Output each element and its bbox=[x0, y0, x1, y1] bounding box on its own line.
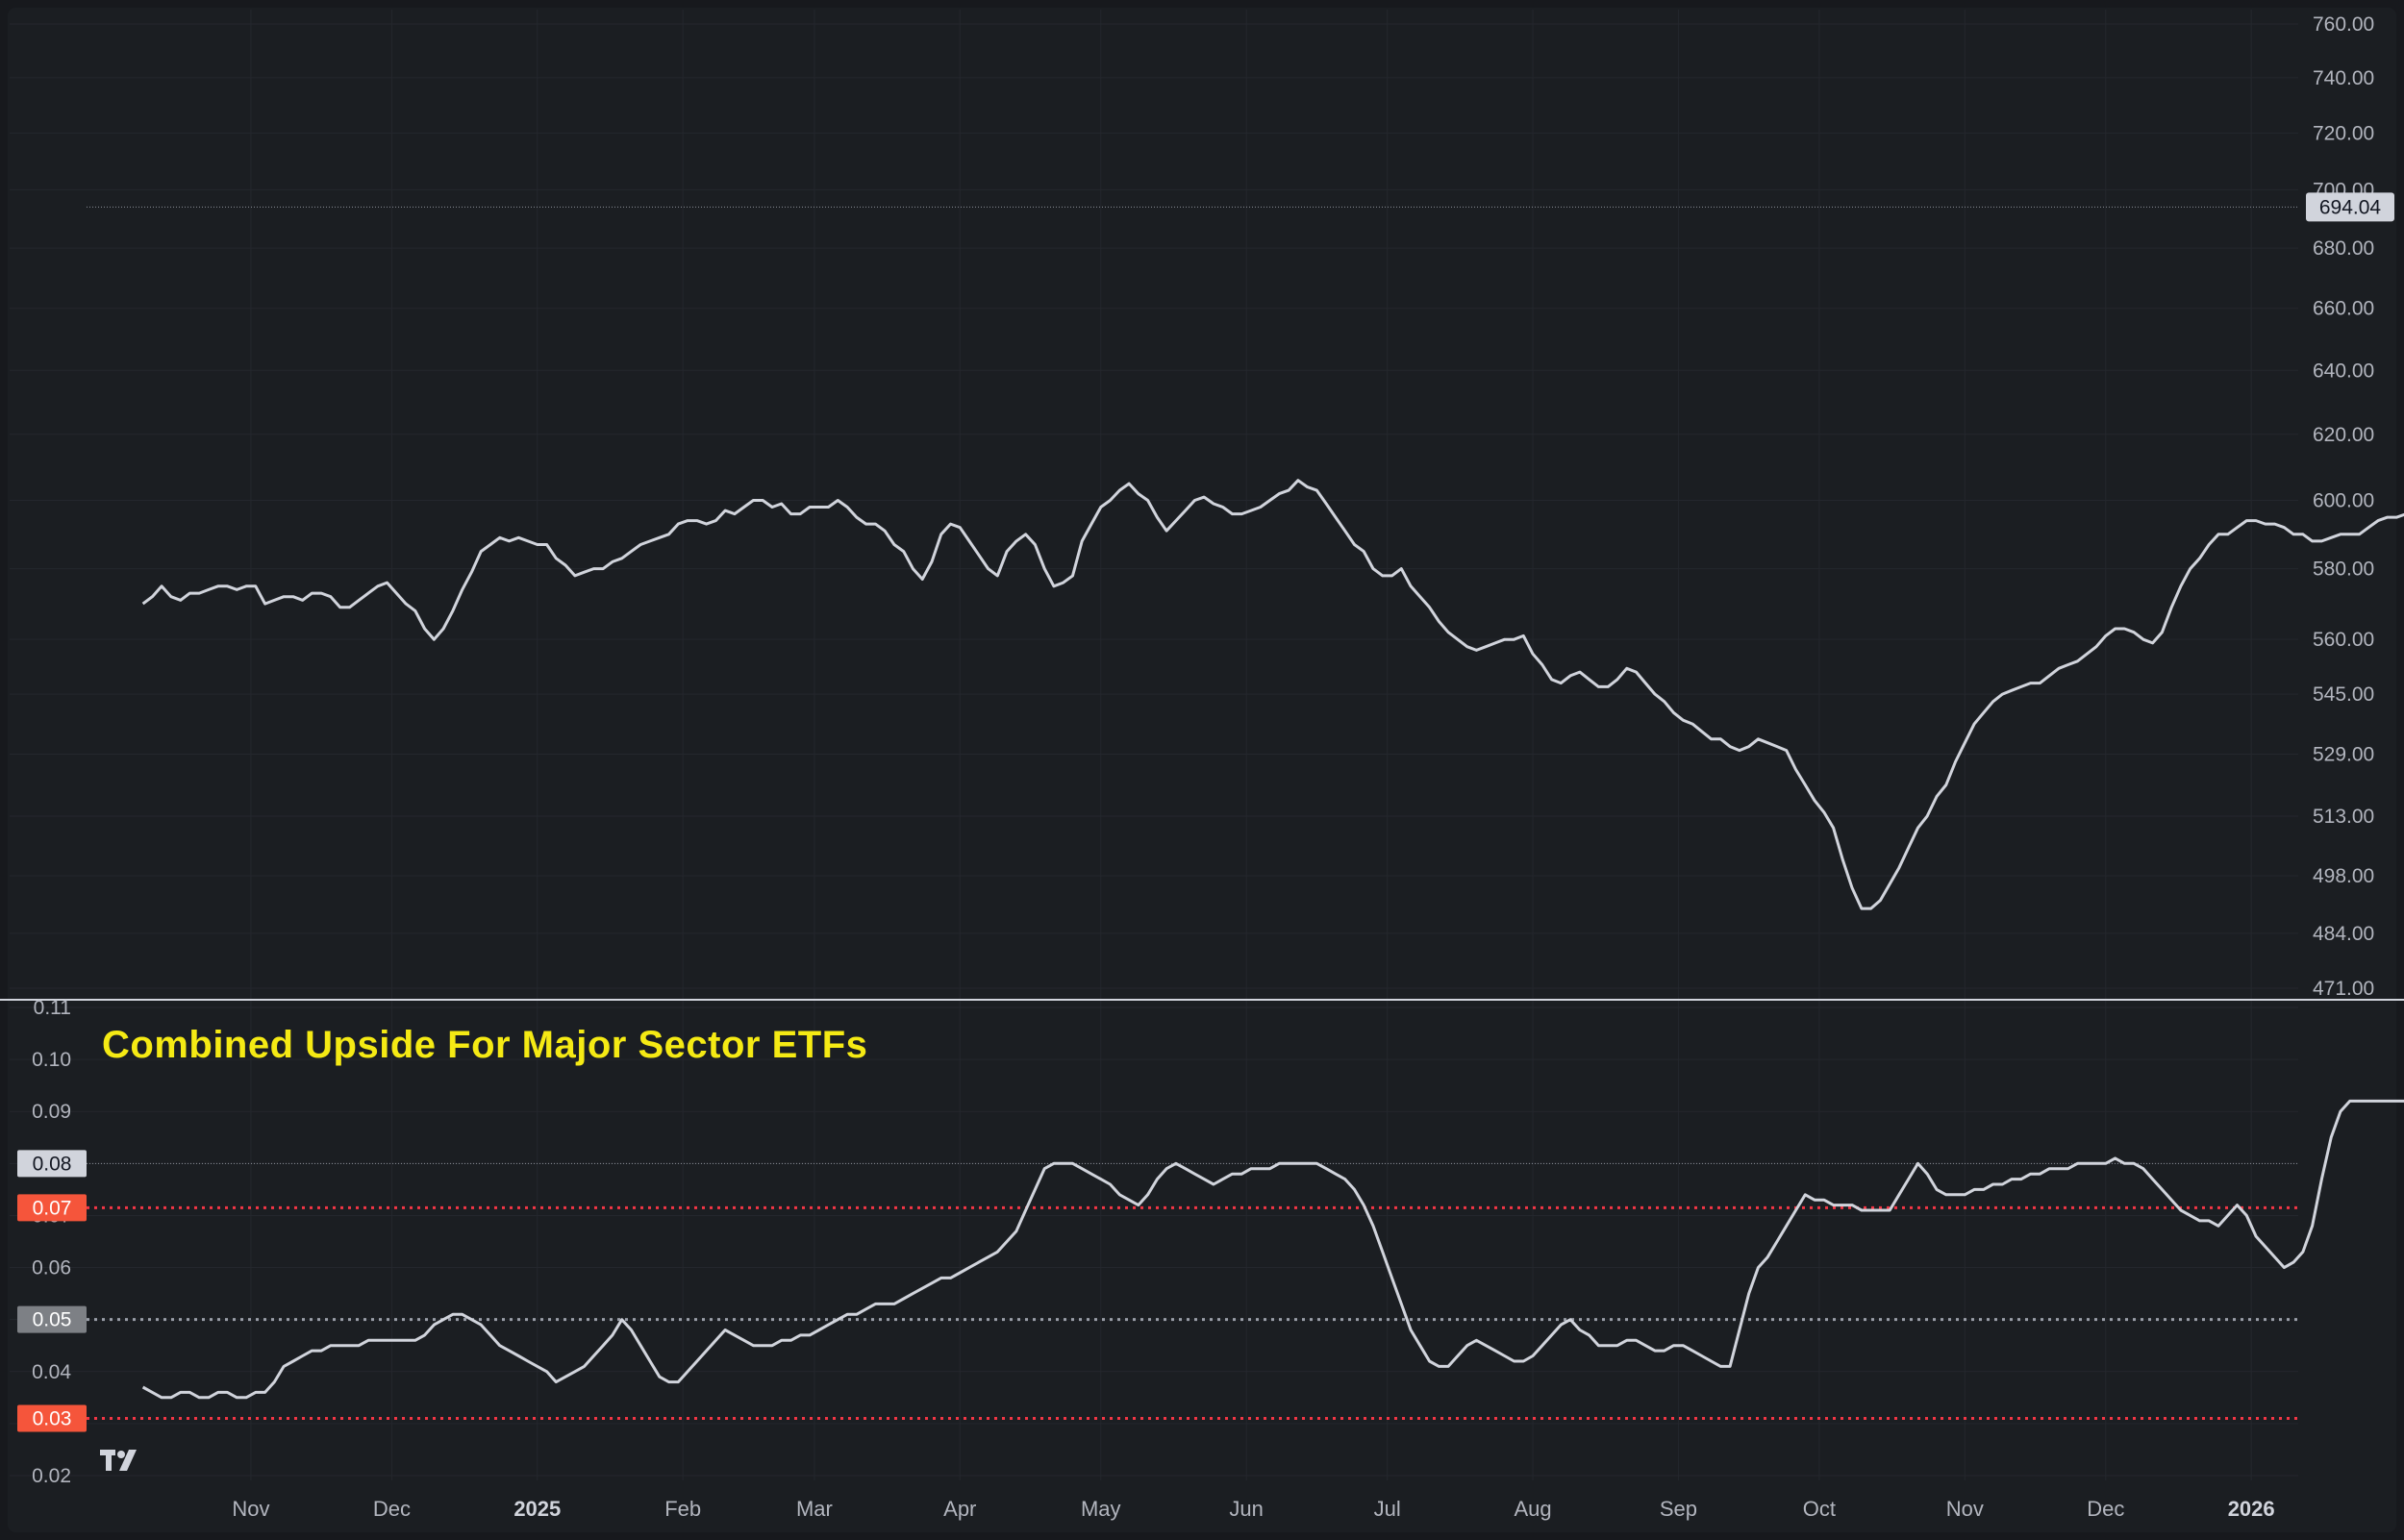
level-0.05-text: 0.05 bbox=[33, 1309, 72, 1331]
series-lines bbox=[141, 207, 2404, 1428]
indicator-last-value-badge bbox=[17, 1150, 87, 1178]
price-last-value-badge bbox=[2306, 192, 2394, 222]
logo-wedge bbox=[119, 1450, 137, 1471]
price-tick-label: 760.00 bbox=[2313, 13, 2374, 36]
indicator-tick-label: 0.10 bbox=[32, 1049, 71, 1071]
price-tick-label: 740.00 bbox=[2313, 67, 2374, 89]
level-0.05-badge bbox=[17, 1305, 87, 1333]
x-tick-label: Jun bbox=[1229, 1497, 1263, 1521]
x-tick-label: 2025 bbox=[513, 1497, 561, 1521]
price-tick-label: 471.00 bbox=[2313, 978, 2374, 1000]
indicator-last-value-text: 0.08 bbox=[33, 1153, 72, 1175]
x-tick-label: Mar bbox=[796, 1497, 833, 1521]
level-0.03-badge bbox=[17, 1404, 87, 1432]
price-last-value-text: 694.04 bbox=[2319, 196, 2382, 218]
price-tick-label: 660.00 bbox=[2313, 298, 2374, 320]
indicator-title: Combined Upside For Major Sector ETFs bbox=[102, 1024, 867, 1066]
x-axis[interactable]: Nov Dec 2025 Feb Mar Apr May Jun Jul Aug Sep Oct Nov… bbox=[232, 1497, 2274, 1521]
indicator-y-axis[interactable]: 0.11 0.10 0.09 0.08 0.07 0.06 0.05 0.04 0.03 0.02 bbox=[32, 997, 71, 1487]
x-tick-label: Nov bbox=[1946, 1497, 1984, 1521]
price-tick-label: 580.00 bbox=[2313, 559, 2374, 581]
x-tick-label: Apr bbox=[943, 1497, 976, 1521]
price-tick-label: 720.00 bbox=[2313, 122, 2374, 144]
reference-lines bbox=[87, 206, 2298, 1420]
indicator-line[interactable] bbox=[141, 1099, 2404, 1428]
x-tick-label: Feb bbox=[664, 1497, 701, 1521]
x-tick-label: May bbox=[1081, 1497, 1121, 1521]
indicator-tick-label: 0.09 bbox=[32, 1101, 71, 1123]
price-line[interactable] bbox=[141, 207, 2404, 910]
x-tick-label: Nov bbox=[232, 1497, 269, 1521]
x-tick-label: Sep bbox=[1660, 1497, 1697, 1521]
x-tick-label: Aug bbox=[1514, 1497, 1551, 1521]
price-tick-label: 529.00 bbox=[2313, 744, 2374, 766]
x-tick-label: Jul bbox=[1374, 1497, 1401, 1521]
price-tick-label: 513.00 bbox=[2313, 806, 2374, 828]
price-tick-label: 600.00 bbox=[2313, 490, 2374, 512]
level-0.07-badge bbox=[17, 1194, 87, 1222]
logo-dot bbox=[117, 1451, 125, 1458]
value-labels: 694.04 0.08 0.07 0.05 0.03 bbox=[17, 192, 2394, 1432]
price-tick-label: 498.00 bbox=[2313, 865, 2374, 887]
indicator-tick-label: 0.11 bbox=[34, 997, 71, 1019]
logo-stem bbox=[106, 1450, 112, 1471]
x-tick-label: Oct bbox=[1803, 1497, 1836, 1521]
price-tick-label: 545.00 bbox=[2313, 683, 2374, 706]
x-tick-label: Dec bbox=[373, 1497, 411, 1521]
y-axis[interactable]: 760.00740.00720.00700.00680.00660.00640.… bbox=[2313, 13, 2374, 1000]
indicator-tick-label: 0.02 bbox=[32, 1465, 71, 1487]
price-tick-label: 560.00 bbox=[2313, 629, 2374, 651]
x-tick-label: Dec bbox=[2087, 1497, 2124, 1521]
chart-frame bbox=[8, 8, 2396, 1532]
x-tick-label: 2026 bbox=[2228, 1497, 2275, 1521]
price-tick-label: 620.00 bbox=[2313, 424, 2374, 446]
level-0.03-text: 0.03 bbox=[33, 1407, 72, 1429]
indicator-tick-label: 0.04 bbox=[32, 1361, 71, 1383]
price-tick-label: 484.00 bbox=[2313, 923, 2374, 945]
price-tick-label: 680.00 bbox=[2313, 237, 2374, 260]
indicator-tick-label: 0.06 bbox=[32, 1257, 71, 1279]
level-0.07-text: 0.07 bbox=[33, 1197, 72, 1219]
price-tick-label: 640.00 bbox=[2313, 360, 2374, 382]
tradingview-logo[interactable] bbox=[100, 1450, 137, 1471]
